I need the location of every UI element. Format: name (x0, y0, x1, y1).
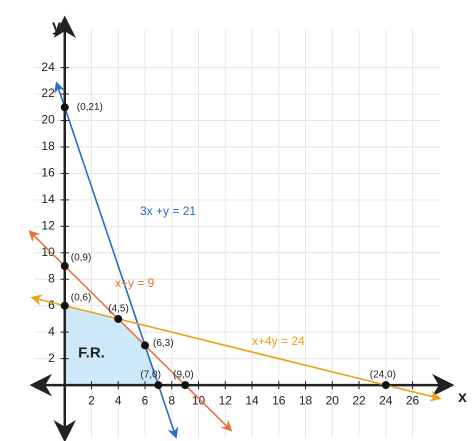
y-tick-label: 22 (41, 86, 55, 100)
vertex-point (114, 314, 123, 323)
x-tick-label: 12 (219, 393, 233, 407)
point-label: (0,6) (71, 292, 92, 303)
vertex-point (60, 301, 69, 310)
vertex-point (181, 381, 190, 390)
line-label: x+y = 9 (115, 276, 155, 290)
x-axis-label: x (458, 389, 467, 406)
constraint-line (30, 294, 442, 402)
point-label: (9,0) (173, 370, 194, 381)
point-label: (0,21) (77, 102, 103, 113)
vertex-point (381, 381, 390, 390)
y-tick-label: 2 (48, 351, 55, 365)
x-tick-label: 4 (115, 393, 122, 407)
point-label: (0,9) (71, 253, 92, 264)
y-tick-label: 6 (48, 298, 55, 312)
x-tick-label: 18 (299, 393, 313, 407)
y-tick-label: 20 (41, 113, 55, 127)
x-tick-label: 16 (272, 393, 286, 407)
vertex-point (154, 381, 163, 390)
point-label: (6,3) (153, 338, 174, 349)
x-tick-label: 10 (192, 393, 206, 407)
x-tick-label: 2 (88, 393, 95, 407)
x-tick-label: 6 (142, 393, 149, 407)
line-label: x+4y = 24 (252, 334, 305, 348)
vertex-point (141, 341, 150, 350)
y-tick-label: 10 (41, 245, 55, 259)
y-tick-label: 14 (41, 192, 55, 206)
x-tick-label: 26 (406, 393, 420, 407)
y-tick-label: 8 (48, 271, 55, 285)
region-label: F.R. (78, 344, 105, 361)
vertex-point (60, 262, 69, 271)
y-tick-label: 16 (41, 166, 55, 180)
x-tick-label: 8 (168, 393, 175, 407)
vertex-point (60, 103, 69, 112)
x-tick-label: 14 (245, 393, 259, 407)
x-tick-label: 22 (352, 393, 366, 407)
point-label: (24,0) (370, 370, 396, 381)
point-label: (7,0) (140, 370, 161, 381)
y-tick-label: 18 (41, 139, 55, 153)
y-tick-label: 12 (41, 219, 55, 233)
x-tick-label: 20 (326, 393, 340, 407)
line-label: 3x +y = 21 (140, 204, 196, 218)
point-label: (4,5) (108, 304, 129, 315)
x-tick-label: 24 (379, 393, 393, 407)
constraint-line (28, 230, 233, 432)
y-tick-label: 24 (41, 60, 55, 74)
y-axis-label: y (52, 18, 61, 35)
y-tick-label: 4 (48, 324, 55, 338)
